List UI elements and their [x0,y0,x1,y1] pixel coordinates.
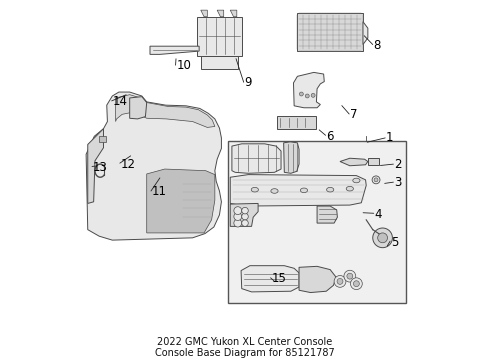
Text: 7: 7 [350,108,357,121]
Text: 5: 5 [391,236,398,249]
Circle shape [350,278,362,289]
Circle shape [242,213,248,220]
Bar [368,158,379,166]
Text: 14: 14 [112,95,127,108]
Polygon shape [88,129,103,203]
Text: 6: 6 [326,130,334,143]
Text: 15: 15 [271,272,286,285]
Circle shape [234,219,242,227]
Ellipse shape [346,186,353,191]
Circle shape [299,92,303,96]
Polygon shape [130,96,147,119]
Polygon shape [86,92,221,240]
Text: 3: 3 [394,176,401,189]
Circle shape [372,176,380,184]
Polygon shape [232,144,281,173]
Polygon shape [150,46,199,54]
Circle shape [305,94,309,98]
Bar [297,13,363,51]
Circle shape [337,278,343,284]
Text: 11: 11 [151,185,167,198]
Polygon shape [363,22,368,45]
Circle shape [347,273,353,279]
Circle shape [242,220,248,226]
Circle shape [374,178,378,182]
Text: 12: 12 [121,158,136,171]
Circle shape [311,93,315,97]
Circle shape [334,275,346,287]
Text: 1: 1 [386,131,393,144]
Text: 10: 10 [176,59,191,72]
Ellipse shape [326,188,334,192]
Polygon shape [241,266,299,292]
Circle shape [234,213,242,220]
Bar [99,136,106,142]
Polygon shape [299,266,336,293]
Circle shape [242,207,248,214]
Ellipse shape [353,178,360,183]
Ellipse shape [251,188,258,192]
Text: 9: 9 [245,76,252,89]
Text: 2: 2 [394,158,402,171]
Polygon shape [284,142,299,173]
Text: 2022 GMC Yukon XL Center Console
Console Base Diagram for 85121787: 2022 GMC Yukon XL Center Console Console… [155,337,335,358]
Bar [228,141,406,303]
Polygon shape [230,175,366,206]
Circle shape [373,228,392,248]
Bar [201,56,239,69]
Polygon shape [340,158,368,166]
Circle shape [234,207,242,215]
Polygon shape [230,203,258,226]
Ellipse shape [271,189,278,193]
Polygon shape [217,10,224,17]
Bar [197,17,242,56]
Ellipse shape [300,188,308,193]
Polygon shape [201,10,207,17]
Text: 4: 4 [374,208,382,221]
Polygon shape [317,206,338,223]
Text: 13: 13 [93,161,107,174]
Polygon shape [116,95,215,127]
Polygon shape [294,72,324,108]
Bar [277,116,317,129]
Circle shape [344,270,356,282]
Circle shape [353,281,359,287]
Polygon shape [147,169,215,233]
Circle shape [378,233,388,243]
Polygon shape [230,10,237,17]
Text: 8: 8 [373,39,381,52]
